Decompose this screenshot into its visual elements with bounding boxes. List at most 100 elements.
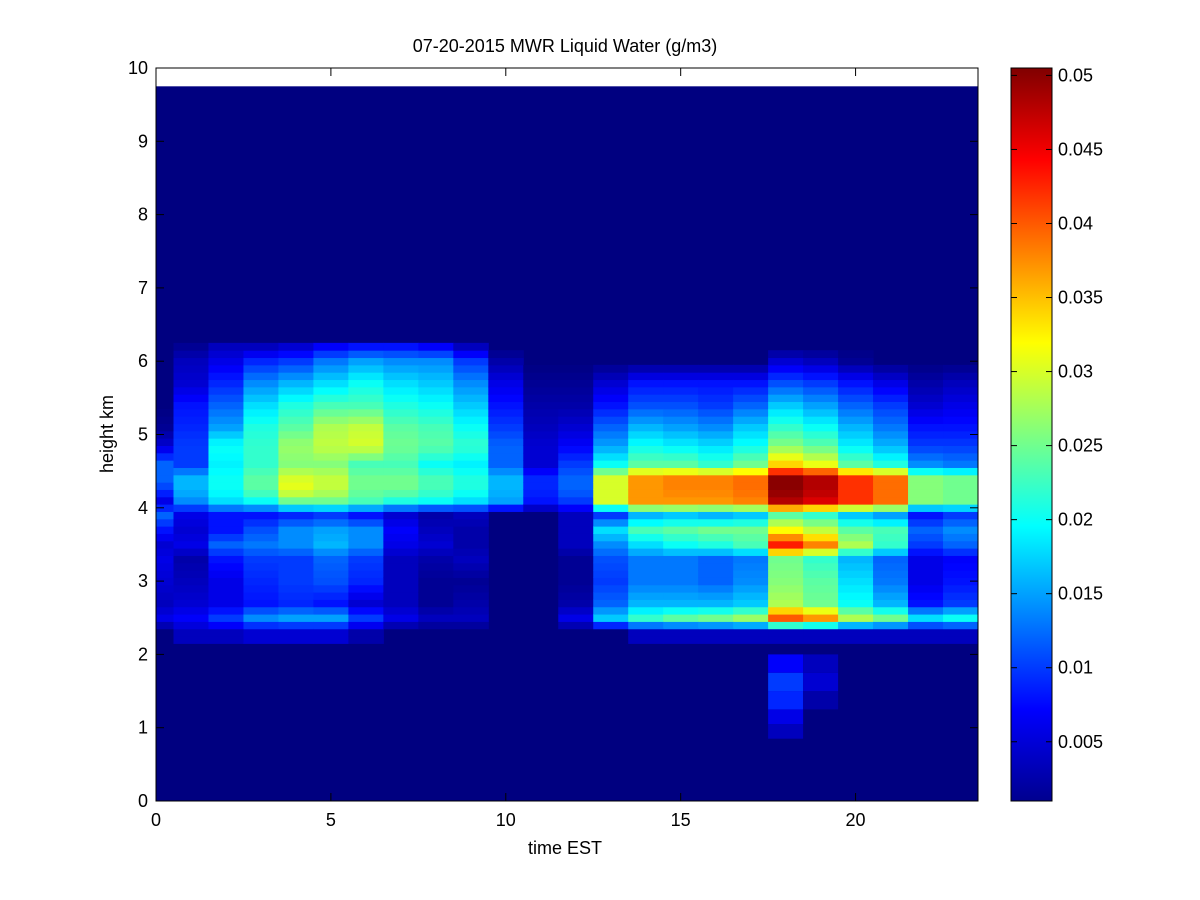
heatmap-cell: [208, 445, 244, 454]
heatmap-cell: [558, 496, 594, 505]
heatmap-cell: [733, 636, 769, 644]
heatmap-cell: [838, 555, 874, 564]
colorbar: 0.005 0.01 0.015 0.02 0.025 0.03 0.035 0.04 0.04…: [1010, 65, 1103, 802]
heatmap-cell: [593, 394, 629, 403]
heatmap-cell: [156, 562, 174, 571]
heatmap-cell: [558, 518, 594, 527]
heatmap-cell: [348, 460, 384, 468]
heatmap-cell: [698, 606, 734, 615]
heatmap-cell: [733, 394, 769, 403]
heatmap-cell: [208, 438, 244, 446]
heatmap-cell: [873, 460, 909, 468]
y-tick-label: 5: [138, 425, 148, 445]
heatmap-cell: [348, 562, 384, 571]
heatmap-cell: [593, 533, 629, 542]
heatmap-cell: [208, 386, 244, 395]
heatmap-cell: [348, 394, 384, 403]
heatmap-cell: [313, 628, 349, 637]
heatmap-cell: [803, 628, 839, 637]
heatmap-cell: [873, 452, 909, 461]
heatmap-cell: [908, 430, 944, 439]
heatmap-cell: [943, 401, 979, 410]
heatmap-cell: [768, 636, 804, 644]
y-tick-label: 3: [138, 571, 148, 591]
heatmap-cell: [418, 460, 454, 468]
heatmap-cell: [733, 570, 769, 578]
heatmap-cell: [838, 350, 874, 359]
heatmap-cell: [453, 533, 489, 542]
heatmap-cell: [663, 489, 699, 498]
heatmap-cell: [873, 408, 909, 417]
y-tick-label: 8: [138, 205, 148, 225]
heatmap-cell: [173, 357, 209, 366]
heatmap-cell: [593, 386, 629, 395]
heatmap-cell: [488, 372, 524, 381]
heatmap-cell: [803, 511, 839, 520]
heatmap-cell: [733, 408, 769, 417]
heatmap-cell: [768, 452, 804, 461]
heatmap-cell: [278, 364, 314, 373]
heatmap-cell: [418, 540, 454, 549]
heatmap-cell: [523, 489, 559, 498]
heatmap-cell: [243, 408, 279, 417]
y-tick-label: 4: [138, 498, 148, 518]
heatmap-cell: [418, 496, 454, 505]
heatmap-cell: [348, 474, 384, 483]
heatmap-cell: [156, 438, 174, 446]
heatmap-cell: [418, 548, 454, 556]
heatmap-cell: [558, 555, 594, 564]
heatmap-cell: [243, 518, 279, 527]
heatmap-cell: [593, 555, 629, 564]
heatmap-cell: [628, 555, 664, 564]
heatmap-cell: [663, 540, 699, 549]
heatmap-cell: [733, 526, 769, 534]
heatmap-cell: [558, 394, 594, 403]
heatmap-cell: [383, 533, 419, 542]
heatmap-cell: [348, 379, 384, 388]
heatmap-cell: [523, 504, 559, 512]
heatmap-cell: [733, 518, 769, 527]
heatmap-cell: [838, 621, 874, 630]
heatmap-cell: [278, 577, 314, 586]
heatmap-cell: [698, 445, 734, 454]
heatmap-cell: [873, 394, 909, 403]
heatmap-cell: [873, 540, 909, 549]
y-tick-label: 9: [138, 131, 148, 151]
heatmap-cell: [156, 577, 174, 586]
heatmap-cell: [663, 438, 699, 446]
heatmap-cell: [348, 452, 384, 461]
heatmap-cell: [908, 489, 944, 498]
heatmap-cell: [173, 636, 209, 644]
x-axis-ticks: 0 5 10 15 20: [151, 68, 866, 830]
heatmap-cell: [768, 577, 804, 586]
heatmap-cell: [943, 533, 979, 542]
heatmap-cell: [768, 496, 804, 505]
heatmap-cell: [208, 474, 244, 483]
heatmap-cell: [628, 430, 664, 439]
heatmap-cell: [383, 489, 419, 498]
heatmap-cell: [156, 467, 174, 476]
heatmap-cell: [908, 416, 944, 425]
heatmap-cell: [418, 423, 454, 432]
heatmap-cell: [698, 614, 734, 622]
heatmap-cell: [278, 452, 314, 461]
heatmap-cell: [383, 562, 419, 571]
heatmap-cell: [593, 445, 629, 454]
heatmap-cell: [208, 548, 244, 556]
heatmap-cell: [418, 526, 454, 534]
heatmap-cell: [873, 423, 909, 432]
heatmap-cells: [156, 86, 979, 801]
heatmap-cell: [628, 482, 664, 490]
heatmap-cell: [768, 614, 804, 622]
heatmap-cell: [348, 504, 384, 512]
heatmap-cell: [908, 548, 944, 556]
heatmap-cell: [803, 386, 839, 395]
heatmap-cell: [313, 548, 349, 556]
heatmap-cell: [698, 379, 734, 388]
heatmap-cell: [698, 474, 734, 483]
heatmap-cell: [558, 592, 594, 600]
heatmap-cell: [873, 372, 909, 381]
heatmap-cell: [908, 496, 944, 505]
heatmap-cell: [278, 460, 314, 468]
heatmap-cell: [803, 408, 839, 417]
